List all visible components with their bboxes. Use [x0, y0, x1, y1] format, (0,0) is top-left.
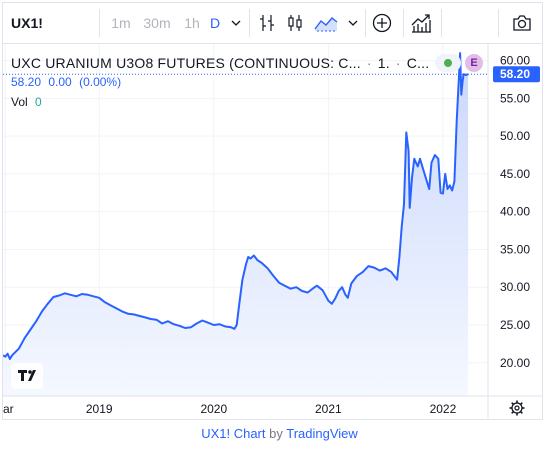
interval-30m-button[interactable]: 30m: [143, 15, 171, 31]
series-title: UXC URANIUM U3O8 FUTURES (CONTINUOUS: C.…: [11, 55, 361, 71]
toolbar-divider: [498, 9, 499, 37]
volume-value: 0: [35, 95, 42, 109]
toolbar-divider: [249, 9, 250, 37]
candles-icon[interactable]: [283, 3, 307, 43]
legend-title-row: UXC URANIUM U3O8 FUTURES (CONTINUOUS: C.…: [11, 53, 451, 73]
y-tick-label: 40.00: [500, 205, 530, 219]
tradingview-logo-icon[interactable]: [11, 363, 43, 389]
legend-badges: E: [435, 54, 483, 72]
events-badge[interactable]: E: [465, 54, 483, 72]
legend-change: 0.00: [48, 75, 72, 89]
y-tick-label: 35.00: [500, 242, 530, 256]
volume-label: Vol: [11, 95, 28, 109]
attribution-footer: UX1! Chart by TradingView: [0, 426, 559, 441]
legend-price-row: 58.20 0.00 (0.00%): [11, 75, 451, 91]
chart-legend: UXC URANIUM U3O8 FUTURES (CONTINUOUS: C.…: [11, 53, 451, 111]
y-tick-label: 30.00: [500, 280, 530, 294]
chart-widget: UX1! 1m 30m 1h D: [2, 2, 543, 420]
area-icon[interactable]: [312, 3, 340, 43]
status-dot-icon: [444, 59, 452, 67]
toolbar-divider: [99, 9, 100, 37]
symbol-chart-link[interactable]: UX1! Chart: [201, 426, 266, 441]
market-status-badge[interactable]: [435, 54, 461, 72]
x-tick-label: 2020: [200, 402, 227, 416]
toolbar-divider: [441, 9, 442, 37]
x-tick-label: 2019: [86, 402, 113, 416]
toolbar-divider: [365, 9, 366, 37]
top-toolbar: UX1! 1m 30m 1h D: [3, 3, 542, 44]
interval-d-button[interactable]: D: [209, 15, 221, 31]
legend-volume-row: Vol 0: [11, 95, 451, 111]
x-tick-label: ar: [3, 402, 14, 416]
last-price-label-bg: [493, 66, 540, 83]
y-tick-label: 25.00: [500, 318, 530, 332]
tradingview-link[interactable]: TradingView: [286, 426, 358, 441]
symbol-search-button[interactable]: UX1!: [11, 15, 43, 31]
x-tick-label: 2021: [315, 402, 342, 416]
y-tick-label: 50.00: [500, 129, 530, 143]
bars-icon[interactable]: [255, 3, 279, 43]
camera-icon[interactable]: [509, 3, 535, 43]
last-price-label: 58.20: [500, 67, 530, 81]
series-interval: 1.: [377, 55, 390, 71]
add-icon[interactable]: [369, 3, 395, 43]
legend-price: 58.20: [11, 75, 42, 89]
legend-separator: ·: [395, 55, 401, 71]
y-tick-label: 60.00: [500, 54, 530, 68]
price-chart[interactable]: 60.00 55.00 50.00 45.00 40.00 35.00 30.00 25.00…: [3, 44, 542, 419]
chevron-down-icon[interactable]: [227, 3, 245, 43]
attribution-by: by: [269, 426, 283, 441]
series-exchange: C...: [406, 55, 430, 71]
interval-1h-button[interactable]: 1h: [184, 15, 200, 31]
y-tick-label: 55.00: [500, 91, 530, 105]
y-tick-label: 45.00: [500, 167, 530, 181]
toolbar-divider: [403, 9, 404, 37]
chevron-down-icon[interactable]: [345, 3, 361, 43]
y-tick-label: 20.00: [500, 356, 530, 370]
price-line: [3, 52, 469, 360]
x-tick-label: 2022: [430, 402, 457, 416]
legend-separator: ·: [366, 55, 372, 71]
interval-1m-button[interactable]: 1m: [111, 15, 131, 31]
indicators-icon[interactable]: [408, 3, 434, 43]
legend-change-pct: (0.00%): [79, 75, 122, 89]
settings-gear-icon[interactable]: [509, 400, 525, 416]
